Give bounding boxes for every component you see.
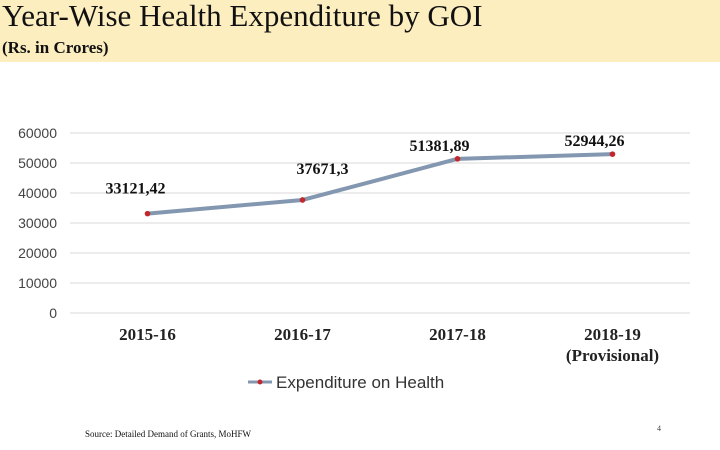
data-label: 33121,42 bbox=[106, 181, 166, 198]
y-tick-label: 60000 bbox=[18, 125, 57, 141]
y-tick-label: 50000 bbox=[18, 155, 57, 171]
y-tick-label: 30000 bbox=[18, 215, 57, 231]
x-tick-label: 2015-16 bbox=[119, 325, 176, 344]
x-tick-label: 2018-19 bbox=[584, 325, 641, 344]
data-point bbox=[454, 156, 461, 162]
page-number: 4 bbox=[657, 424, 661, 433]
legend-marker bbox=[257, 379, 263, 385]
title-banner: Year-Wise Health Expenditure by GOI (Rs.… bbox=[0, 0, 720, 62]
page-title: Year-Wise Health Expenditure by GOI bbox=[2, 0, 483, 33]
data-point bbox=[609, 151, 616, 157]
data-point bbox=[299, 197, 306, 203]
page-subtitle: (Rs. in Crores) bbox=[2, 38, 109, 57]
legend-label: Expenditure on Health bbox=[276, 373, 444, 392]
series-line bbox=[145, 152, 615, 216]
x-tick-note: (Provisional) bbox=[566, 346, 659, 365]
data-label: 52944,26 bbox=[565, 133, 625, 150]
y-tick-label: 40000 bbox=[18, 185, 57, 201]
x-tick-label: 2017-18 bbox=[429, 325, 486, 344]
source-note: Source: Detailed Demand of Grants, MoHFW bbox=[85, 429, 251, 439]
y-tick-label: 10000 bbox=[18, 275, 57, 291]
data-point bbox=[144, 210, 151, 217]
data-label: 51381,89 bbox=[410, 138, 470, 155]
data-label: 37671,3 bbox=[297, 161, 349, 178]
x-tick-label: 2016-17 bbox=[274, 325, 331, 344]
y-tick-label: 20000 bbox=[18, 245, 57, 261]
y-tick-label: 0 bbox=[49, 305, 57, 321]
